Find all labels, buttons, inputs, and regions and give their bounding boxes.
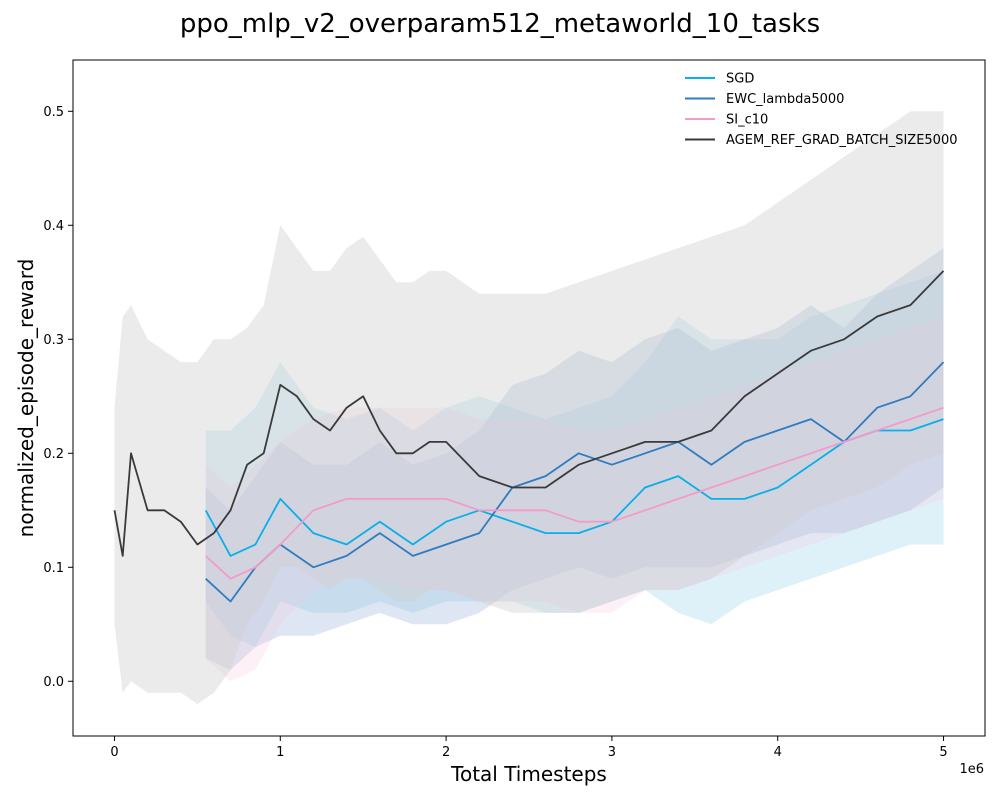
legend: SGD EWC_lambda5000 SI_c10 AGEM_REF_GRAD_BAT… (685, 72, 958, 148)
legend-label-sgd: SGD (726, 72, 754, 87)
x-tick-label: 1 (276, 745, 284, 760)
band-ewc-lambda5000 (205, 248, 944, 670)
band-agem-ref-grad-batch-size5000 (114, 111, 944, 705)
y-axis-ticks: 0.0 0.1 0.2 0.3 0.4 0.5 (43, 105, 73, 690)
chart-title: ppo_mlp_v2_overparam512_metaworld_10_tas… (180, 9, 820, 39)
confidence-bands (114, 111, 944, 705)
legend-label-agem-ref-grad-batch-size5000: AGEM_REF_GRAD_BATCH_SIZE5000 (726, 133, 958, 148)
y-tick-label: 0.2 (43, 447, 64, 462)
y-tick-label: 0.3 (43, 333, 64, 348)
line-si-c10 (205, 406, 944, 580)
y-tick-label: 0.4 (43, 219, 64, 234)
x-axis-label: Total Timesteps (450, 762, 607, 786)
y-axis-label: normalized_episode_reward (14, 259, 38, 538)
band-si-c10 (205, 316, 944, 682)
x-tick-label: 2 (442, 745, 450, 760)
series-lines (113, 270, 945, 603)
y-tick-label: 0.0 (43, 675, 64, 690)
x-tick-label: 0 (110, 745, 118, 760)
plot-frame (72, 59, 986, 737)
y-tick-label: 0.5 (43, 105, 64, 120)
y-tick-label: 0.1 (43, 561, 64, 576)
line-ewc-lambda5000 (205, 361, 945, 603)
legend-label-ewc-lambda5000: EWC_lambda5000 (726, 92, 844, 107)
x-tick-label: 4 (774, 745, 782, 760)
legend-label-si-c10: SI_c10 (726, 113, 768, 128)
x-axis-scale-label: 1e6 (959, 762, 984, 777)
x-tick-label: 3 (608, 745, 616, 760)
x-tick-label: 5 (939, 745, 947, 760)
line-sgd (204, 418, 944, 557)
x-axis-ticks: 0 1 2 3 4 5 (110, 736, 948, 760)
band-sgd (205, 270, 944, 648)
line-agem-ref-grad-batch-size5000 (113, 270, 945, 557)
